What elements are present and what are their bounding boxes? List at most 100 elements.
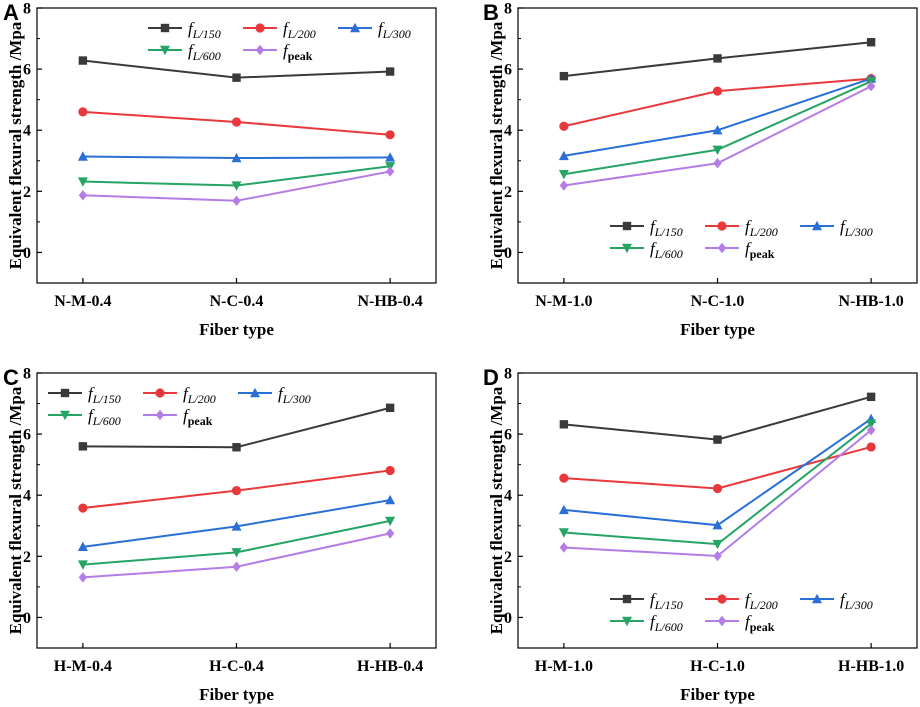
data-point <box>231 486 242 496</box>
legend-symbol: f <box>88 406 95 425</box>
legend-marker <box>250 387 260 398</box>
legend-marker <box>717 594 727 604</box>
data-point <box>559 180 569 191</box>
chart-panel-B: B 0 2 4 6 8 N-M-1.0 N-C-1.0 N-HB-1.0 Fiber type Eq… <box>483 0 918 339</box>
legend-symbol: f <box>283 19 290 38</box>
legend-subscript: peak <box>288 49 313 63</box>
legend-marker <box>812 593 822 604</box>
legend-symbol: f <box>650 239 657 258</box>
y-tick-label: 4 <box>504 123 512 140</box>
legend-marker <box>717 615 727 627</box>
data-point <box>385 152 396 162</box>
legend-marker <box>622 594 632 604</box>
series-L-600 <box>77 162 396 191</box>
legend-symbol: f <box>278 384 285 403</box>
legend-label: fpeak <box>745 612 775 634</box>
series-line <box>82 406 391 449</box>
y-tick-label: 6 <box>504 427 512 444</box>
data-point <box>385 67 395 76</box>
legend-symbol: f <box>88 384 95 403</box>
series-L-200 <box>78 107 395 140</box>
legend-marker <box>60 410 70 421</box>
plot-frame <box>36 7 437 284</box>
legend-subscript: peak <box>750 247 775 261</box>
y-tick-label: 0 <box>23 610 31 627</box>
legend-marker <box>155 409 165 421</box>
legend-marker <box>717 221 727 231</box>
data-point <box>232 561 241 572</box>
series-L-150 <box>78 56 395 82</box>
legend-label: fL/600 <box>650 612 683 634</box>
legend-marker <box>812 220 822 231</box>
series-L-200 <box>78 465 395 513</box>
x-tick-label: H-C-1.0 <box>690 658 745 675</box>
y-axis-title: Equivalent flexural strength /Mpa <box>487 21 506 269</box>
legend-subscript: L/300 <box>382 27 411 41</box>
legend-subscript: peak <box>188 414 213 428</box>
data-point <box>559 121 569 131</box>
series-peak <box>78 528 395 583</box>
data-point <box>713 435 722 444</box>
x-tick-label: H-HB-1.0 <box>838 658 904 675</box>
legend-label: fL/150 <box>650 217 683 239</box>
data-point <box>713 158 722 169</box>
legend-symbol: f <box>745 612 752 631</box>
data-point <box>558 150 569 161</box>
legend-symbol: f <box>745 239 752 258</box>
data-point <box>558 504 569 515</box>
chart-panel-D: D 0 2 4 6 8 H-M-1.0 H-C-1.0 H-HB-1.0 Fiber type Eq… <box>483 365 918 704</box>
legend-marker <box>622 221 632 231</box>
legend-label: fL/200 <box>745 590 778 612</box>
legend-label: fL/200 <box>745 217 778 239</box>
data-point <box>78 56 88 65</box>
legend-label: fL/600 <box>650 239 683 261</box>
y-tick-label: 0 <box>504 610 512 627</box>
series-L-300 <box>558 413 877 530</box>
legend-marker <box>155 388 165 398</box>
data-point <box>559 71 569 81</box>
data-point <box>231 181 242 191</box>
y-tick-label: 4 <box>23 488 31 505</box>
legend-subscript: L/600 <box>92 414 121 428</box>
legend-subscript: L/600 <box>654 247 683 261</box>
data-point <box>713 550 722 562</box>
legend-subscript: L/300 <box>282 392 311 406</box>
x-tick-label: N-M-1.0 <box>535 293 592 310</box>
data-point <box>559 473 569 483</box>
data-point <box>558 528 569 538</box>
data-point <box>559 420 569 429</box>
y-tick-label: 0 <box>504 245 512 262</box>
series-L-200 <box>559 73 876 131</box>
legend-subscript: L/200 <box>187 392 216 406</box>
legend-label: fL/600 <box>188 41 221 63</box>
legend-marker <box>160 45 170 56</box>
data-point <box>712 125 723 135</box>
y-axis-title: Equivalent flexural strength /Mpa <box>487 386 506 634</box>
x-tick-label: N-HB-0.4 <box>357 293 422 310</box>
chart-panel-C: C 0 2 4 6 8 H-M-0.4 H-C-0.4 H-HB-0.4 Fiber type Eq… <box>3 365 437 704</box>
legend-label: fL/200 <box>183 384 216 406</box>
x-tick-label: N-HB-1.0 <box>838 293 903 310</box>
y-axis-title: Equivalent flexural strength /Mpa <box>6 21 25 269</box>
legend-marker <box>255 44 265 56</box>
x-tick-label: N-M-0.4 <box>54 293 111 310</box>
data-point <box>385 465 395 476</box>
data-point <box>712 483 723 494</box>
x-tick-label: H-HB-0.4 <box>357 658 423 675</box>
legend-label: fpeak <box>183 406 213 428</box>
legend-subscript: L/150 <box>654 225 683 239</box>
legend-symbol: f <box>183 406 190 425</box>
y-tick-label: 6 <box>504 62 512 79</box>
y-tick-label: 0 <box>23 245 31 262</box>
data-point <box>78 190 88 201</box>
legend-subscript: L/200 <box>749 598 778 612</box>
data-point <box>77 151 88 161</box>
series-L-200 <box>559 442 876 494</box>
data-point <box>712 86 723 96</box>
y-tick-label: 6 <box>23 62 31 79</box>
data-point <box>231 117 242 127</box>
series-L-600 <box>558 419 877 550</box>
data-point <box>231 548 242 558</box>
panel-letter: C <box>3 365 19 390</box>
